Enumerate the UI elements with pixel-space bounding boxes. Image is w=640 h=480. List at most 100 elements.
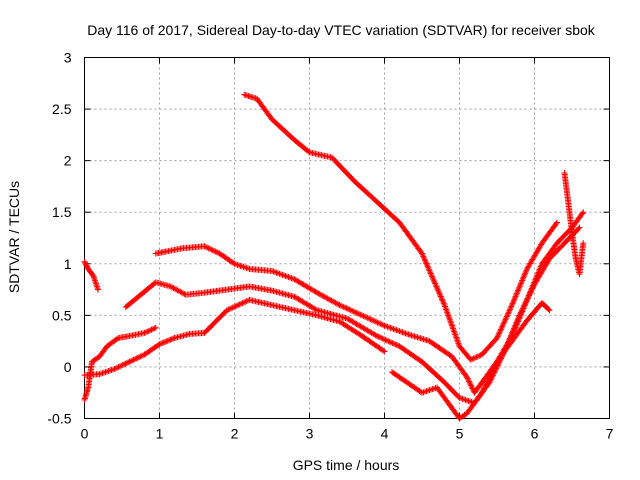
data-point	[443, 306, 450, 313]
data-point	[454, 337, 461, 344]
data-point	[99, 370, 106, 377]
data-point	[507, 304, 514, 311]
data-point	[511, 323, 518, 330]
data-point	[526, 292, 533, 299]
data-point	[453, 335, 460, 342]
data-point	[501, 319, 508, 326]
data-point	[438, 294, 445, 301]
data-point	[133, 355, 140, 362]
data-point	[530, 282, 537, 289]
data-point	[450, 325, 457, 332]
data-point	[366, 315, 373, 322]
data-point	[211, 247, 218, 254]
data-point	[448, 321, 455, 328]
data-point	[447, 318, 454, 325]
data-point	[152, 324, 159, 331]
data-point	[462, 396, 469, 403]
series-arc-5	[81, 324, 159, 403]
series-arc-7	[389, 299, 553, 422]
chart-title: Day 116 of 2017, Sidereal Day-to-day VTE…	[87, 22, 596, 38]
data-point	[519, 305, 526, 312]
data-point	[335, 301, 342, 308]
data-point	[483, 379, 490, 386]
data-point	[336, 302, 343, 309]
data-point	[518, 308, 525, 315]
data-point	[455, 340, 462, 347]
data-point	[499, 322, 506, 329]
data-point	[512, 293, 519, 300]
data-point	[430, 276, 437, 283]
y-tick-label: 0.5	[52, 307, 72, 323]
data-point	[429, 273, 435, 280]
data-point	[346, 306, 353, 313]
data-point	[423, 388, 430, 395]
data-point	[422, 259, 429, 266]
data-point	[490, 365, 497, 372]
data-point	[383, 337, 390, 344]
data-point	[142, 329, 149, 336]
data-point	[510, 326, 517, 333]
data-point	[461, 396, 467, 403]
data-point	[433, 283, 440, 290]
data-point	[119, 362, 126, 369]
x-tick-label: 0	[81, 426, 89, 442]
data-point	[515, 313, 522, 320]
data-point	[378, 321, 385, 328]
data-point	[332, 299, 339, 306]
data-point	[439, 297, 446, 304]
data-point	[509, 300, 516, 307]
data-point	[136, 354, 143, 361]
y-tick-label: 3	[64, 50, 72, 66]
y-tick-label: 1.5	[52, 204, 72, 220]
data-point	[471, 354, 478, 361]
data-point	[426, 387, 433, 394]
data-point	[168, 336, 175, 343]
data-point	[420, 253, 427, 260]
data-point	[512, 321, 519, 328]
data-point	[519, 306, 526, 313]
data-point	[428, 386, 434, 393]
data-point	[111, 365, 118, 372]
data-point	[421, 256, 428, 263]
data-point	[489, 368, 496, 375]
data-point	[484, 378, 491, 385]
data-point	[516, 284, 523, 291]
data-point	[498, 325, 505, 332]
data-point	[580, 209, 587, 216]
data-point	[496, 329, 503, 336]
data-point	[333, 300, 340, 307]
data-point	[380, 347, 387, 354]
plot-frame	[84, 57, 610, 419]
data-point	[173, 286, 180, 293]
data-point	[474, 353, 481, 360]
data-point	[443, 307, 450, 314]
data-point	[507, 306, 514, 313]
data-point	[481, 385, 488, 392]
data-point	[486, 374, 493, 381]
data-point	[360, 313, 367, 320]
data-point	[546, 307, 553, 314]
data-point	[236, 301, 243, 308]
data-point	[466, 378, 473, 385]
data-point	[245, 265, 251, 272]
data-point	[468, 382, 475, 389]
data-point	[528, 287, 535, 294]
data-point	[164, 337, 171, 344]
data-point	[317, 291, 324, 298]
data-point	[123, 360, 130, 367]
data-point	[444, 310, 451, 317]
x-tick-label: 4	[381, 426, 389, 442]
data-point	[386, 338, 393, 345]
x-tick-label: 5	[456, 426, 464, 442]
data-point	[376, 334, 383, 341]
y-tick-label: 0	[64, 359, 72, 375]
data-point	[382, 336, 389, 343]
data-point	[426, 267, 433, 274]
data-point	[231, 303, 238, 310]
x-axis-label: GPS time / hours	[293, 457, 400, 473]
data-point	[225, 306, 232, 313]
data-point	[126, 358, 133, 365]
data-point	[95, 286, 101, 293]
data-point	[429, 274, 436, 281]
